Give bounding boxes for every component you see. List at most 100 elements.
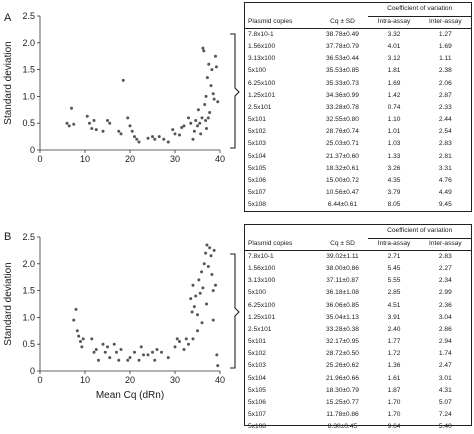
table-a-cell: 5x104: [248, 152, 266, 160]
data-point: [194, 294, 198, 298]
table-a-cell: 2.33: [438, 103, 452, 111]
table-a-cell: 9.45: [438, 201, 452, 209]
data-point: [207, 62, 211, 66]
data-point: [121, 78, 125, 82]
x-tick-label: 30: [170, 375, 180, 385]
data-point: [214, 283, 217, 287]
data-point: [203, 102, 207, 106]
table-b-cell: 8.30±0.45: [327, 423, 358, 431]
table-b-row: 1.56x100 38.00±0.86 5.45 2.27: [245, 263, 471, 275]
table-a-cell: 21.37±0.60: [326, 152, 359, 160]
table-b-cell: 2.71: [387, 252, 401, 260]
table-b-col-cq: Cq ± SD: [316, 238, 369, 251]
table-b-cell: 9.64: [387, 423, 401, 431]
data-point: [72, 122, 76, 126]
table-b-cell: 2.86: [438, 325, 452, 333]
table-b-cell: 5.40: [438, 423, 452, 431]
table-b-body: 7.8x10-1 39.02±1.11 2.71 2.83 1.56x100 38.00±…: [245, 251, 471, 434]
table-b-cell: 5.45: [387, 264, 401, 272]
data-point: [119, 348, 123, 352]
table-b-cell: 1.56x100: [248, 264, 276, 272]
table-b-cell: 2.85: [387, 289, 401, 297]
data-point: [173, 345, 177, 349]
table-b-cell: 3.01: [438, 374, 452, 382]
data-point: [92, 350, 96, 354]
data-point: [209, 84, 213, 88]
table-a-cell: 38.78±0.49: [326, 30, 359, 38]
table-b-cell: 2.36: [438, 301, 452, 309]
data-point: [189, 121, 193, 125]
table-b-cell: 2.83: [438, 252, 452, 260]
table-b-cell: 36.06±0.85: [326, 301, 359, 309]
data-point: [187, 116, 190, 120]
table-b-cell: 32.17±0.95: [326, 338, 359, 346]
data-point: [153, 358, 157, 362]
data-point: [199, 132, 203, 136]
table-a-cell: 4.76: [438, 177, 452, 185]
data-point: [103, 350, 107, 354]
table-b-cell: 3.13x100: [248, 277, 276, 285]
y-tick-label: 1.5: [22, 286, 35, 296]
table-b-cell: 5x101: [248, 338, 266, 346]
data-point: [126, 358, 130, 362]
table-b-cell: 37.11±0.87: [326, 277, 359, 285]
data-point: [189, 297, 193, 301]
table-a-cell: 1.10: [387, 116, 401, 124]
table-a-row: 5x102 28.76±0.74 1.01 2.54: [245, 127, 471, 139]
table-a-cell: 3.26: [387, 164, 401, 172]
table-a-cell: 3.13x100: [248, 55, 276, 63]
data-point: [108, 356, 112, 360]
table-a-cell: 2.38: [438, 67, 452, 75]
table-a-group-header: Coefficient of variation: [368, 3, 471, 17]
table-a-cell: 4.35: [387, 177, 401, 185]
data-point: [180, 125, 184, 129]
data-point: [210, 273, 214, 277]
table-a-col-plasmid: Plasmid copies: [245, 16, 317, 29]
table-b-cell: 6.25x100: [248, 301, 276, 309]
table-b-cell: 5.55: [387, 277, 401, 285]
table-a-cell: 1.27: [438, 30, 452, 38]
table-a-row: 5x103 25.03±0.71 1.03 2.83: [245, 139, 471, 151]
table-b-cell: 2.99: [438, 289, 452, 297]
table-a-cell: 5x100: [248, 67, 266, 75]
table-b-cell: 5x102: [248, 350, 266, 358]
table-b-cell: 2.34: [438, 277, 452, 285]
table-a-cell: 25.03±0.71: [326, 140, 359, 148]
table-a-row: 5x106 15.00±0.72 4.35 4.76: [245, 175, 471, 187]
panel-label-b: B: [4, 231, 12, 243]
data-point: [215, 353, 219, 357]
data-point: [184, 337, 188, 341]
y-tick-label: 2.0: [22, 259, 35, 269]
x-tick-label: 10: [80, 154, 90, 164]
data-point: [212, 248, 216, 252]
table-a-cell: 5x105: [248, 164, 266, 172]
table-b-row: 6.25x100 36.06±0.85 4.51 2.36: [245, 300, 471, 312]
cv-table-a: Coefficient of variation Plasmid copies …: [244, 2, 472, 212]
table-b-row: 7.8x10-1 39.02±1.11 2.71 2.83: [245, 251, 471, 264]
table-a-cell: 2.83: [438, 140, 452, 148]
x-tick-label: 30: [170, 154, 180, 164]
table-a-col-inter: Inter-assay: [419, 16, 471, 29]
table-b-row: 5x102 28.72±0.50 1.72 1.74: [245, 349, 471, 361]
y-tick-label: 0.5: [22, 118, 35, 128]
table-a-cell: 5x108: [248, 201, 266, 209]
data-point: [191, 137, 195, 141]
table-a-cell: 37.78±0.79: [326, 42, 359, 50]
data-point: [97, 358, 100, 362]
table-a-cell: 2.5x101: [248, 103, 272, 111]
data-point: [211, 289, 215, 293]
table-b-cell: 25.26±0.62: [326, 362, 359, 370]
table-a-cell: 6.25x100: [248, 79, 276, 87]
table-a-row: 2.5x101 33.28±0.78 0.74 2.33: [245, 102, 471, 114]
data-point: [117, 358, 121, 362]
table-a-row: 5x107 10.56±0.47 3.79 4.49: [245, 187, 471, 199]
table-a-cell: 34.36±0.99: [326, 91, 359, 99]
data-point: [178, 133, 181, 137]
bracket-a: [230, 33, 240, 149]
data-point: [90, 337, 94, 341]
table-a-cell: 1.42: [387, 91, 401, 99]
data-point: [200, 270, 204, 274]
table-a-row: 1.56x100 37.78±0.79 4.01 1.69: [245, 41, 471, 53]
data-point: [126, 116, 130, 120]
table-a-cell: 1.11: [439, 55, 452, 63]
